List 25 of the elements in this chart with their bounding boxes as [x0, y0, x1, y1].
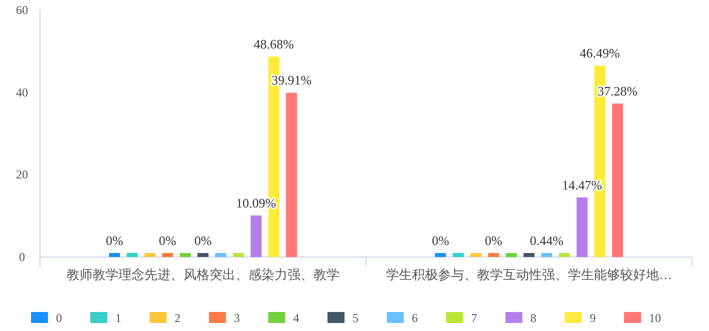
x-tick-label: 学生积极参与、教学互动性强、学生能够较好地…: [386, 267, 672, 282]
legend-label: 10: [649, 311, 661, 325]
data-label: 0%: [158, 233, 176, 248]
x-tick-label: 教师教学理念先进、风格突出、感染力强、教学: [66, 267, 340, 282]
y-tick-label: 60: [16, 3, 28, 17]
legend-label: 8: [530, 311, 536, 325]
data-label: 48.68%: [254, 36, 294, 52]
legend-label: 0: [56, 311, 62, 325]
data-label: 0%: [484, 233, 502, 248]
legend-label: 9: [590, 311, 596, 325]
data-label: 0%: [106, 233, 124, 248]
legend-label: 4: [293, 311, 300, 325]
data-label: 0%: [194, 233, 212, 248]
legend-label: 7: [471, 311, 478, 325]
data-label: 0%: [432, 233, 450, 248]
y-tick-label: 0: [19, 250, 25, 264]
legend-label: 6: [412, 311, 418, 325]
data-label: 46.49%: [580, 46, 620, 61]
legend-label: 1: [115, 311, 122, 325]
y-tick-label: 40: [16, 85, 28, 100]
legend-label: 3: [234, 311, 240, 325]
legend-label: 2: [174, 311, 181, 325]
data-label: 0.44%: [530, 233, 564, 248]
legend-label: 5: [352, 311, 358, 325]
y-tick-label: 20: [16, 168, 28, 182]
